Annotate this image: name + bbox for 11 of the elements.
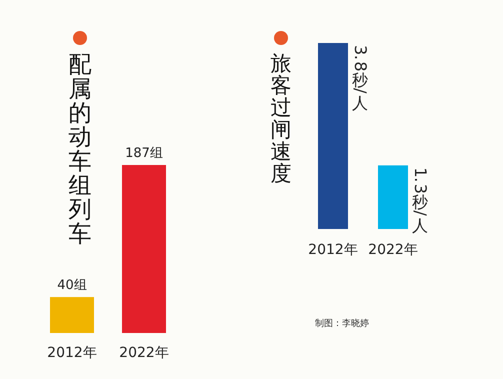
x-tick-label: 2022年 — [368, 242, 418, 258]
data-label: 40组 — [57, 278, 87, 294]
x-tick-label: 2012年 — [308, 242, 358, 258]
data-label: 1.3秒/人 — [411, 167, 430, 235]
text: 制图：李晓婷 — [315, 318, 369, 329]
x-tick-label: 2022年 — [119, 345, 169, 361]
x-tick-label: 2012年 — [47, 345, 97, 361]
chart-title: 配属的动车组列车 — [68, 52, 92, 248]
text: 旅客过闸速度 — [270, 51, 292, 186]
data-label: 187组 — [125, 146, 163, 161]
data-label: 3.8秒/人 — [351, 45, 370, 113]
